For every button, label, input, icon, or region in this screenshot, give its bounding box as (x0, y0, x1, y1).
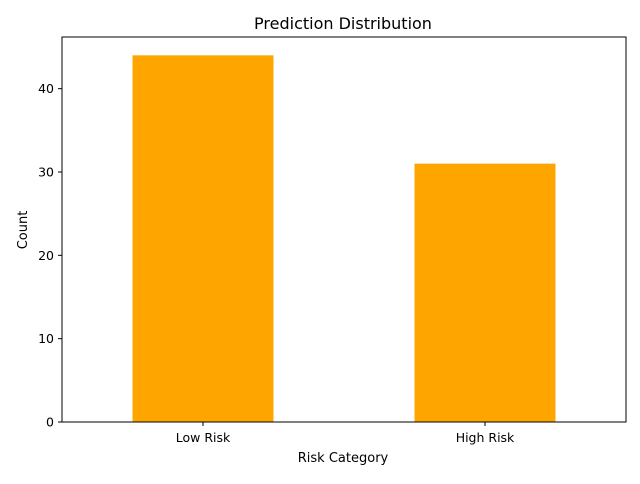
bar-low-risk (132, 55, 274, 422)
y-tick-label: 0 (46, 415, 54, 430)
y-tick-label: 20 (38, 248, 54, 263)
bar-high-risk (414, 163, 556, 422)
y-axis-label: Count (16, 211, 31, 250)
x-axis-label: Risk Category (298, 451, 389, 466)
x-tick-label: Low Risk (176, 430, 231, 445)
y-tick-label: 40 (38, 81, 54, 96)
chart-title: Prediction Distribution (254, 14, 432, 33)
plot-area: Low Risk High Risk 0 10 20 30 40 (38, 36, 627, 445)
axes-frame (61, 36, 627, 423)
y-tick-label: 30 (38, 165, 54, 180)
x-tick-label: High Risk (456, 430, 515, 445)
y-tick-label: 10 (38, 331, 54, 346)
